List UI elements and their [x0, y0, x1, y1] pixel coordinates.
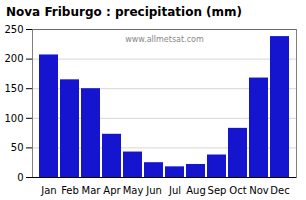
svg-text:Aug: Aug — [186, 185, 206, 196]
svg-text:0: 0 — [17, 172, 23, 183]
svg-text:Feb: Feb — [61, 185, 79, 196]
svg-text:Apr: Apr — [103, 185, 121, 196]
svg-text:Dec: Dec — [270, 185, 289, 196]
svg-text:150: 150 — [4, 83, 23, 94]
svg-text:100: 100 — [4, 113, 23, 124]
svg-text:250: 250 — [4, 24, 23, 35]
svg-text:200: 200 — [4, 53, 23, 64]
svg-text:Sep: Sep — [208, 185, 227, 196]
svg-text:Oct: Oct — [229, 185, 246, 196]
svg-text:Jun: Jun — [145, 185, 162, 196]
svg-text:50: 50 — [11, 142, 24, 153]
svg-text:Jul: Jul — [168, 185, 181, 196]
svg-text:May: May — [123, 185, 144, 196]
svg-text:Nov: Nov — [249, 185, 269, 196]
svg-text:Jan: Jan — [40, 185, 56, 196]
html-text:Nova Friburgo : precipitation: Nova Friburgo : precipitation (mm) — [6, 5, 243, 19]
svg-text:www.allmetsat.com: www.allmetsat.com — [125, 35, 204, 44]
svg-text:Mar: Mar — [82, 185, 102, 196]
